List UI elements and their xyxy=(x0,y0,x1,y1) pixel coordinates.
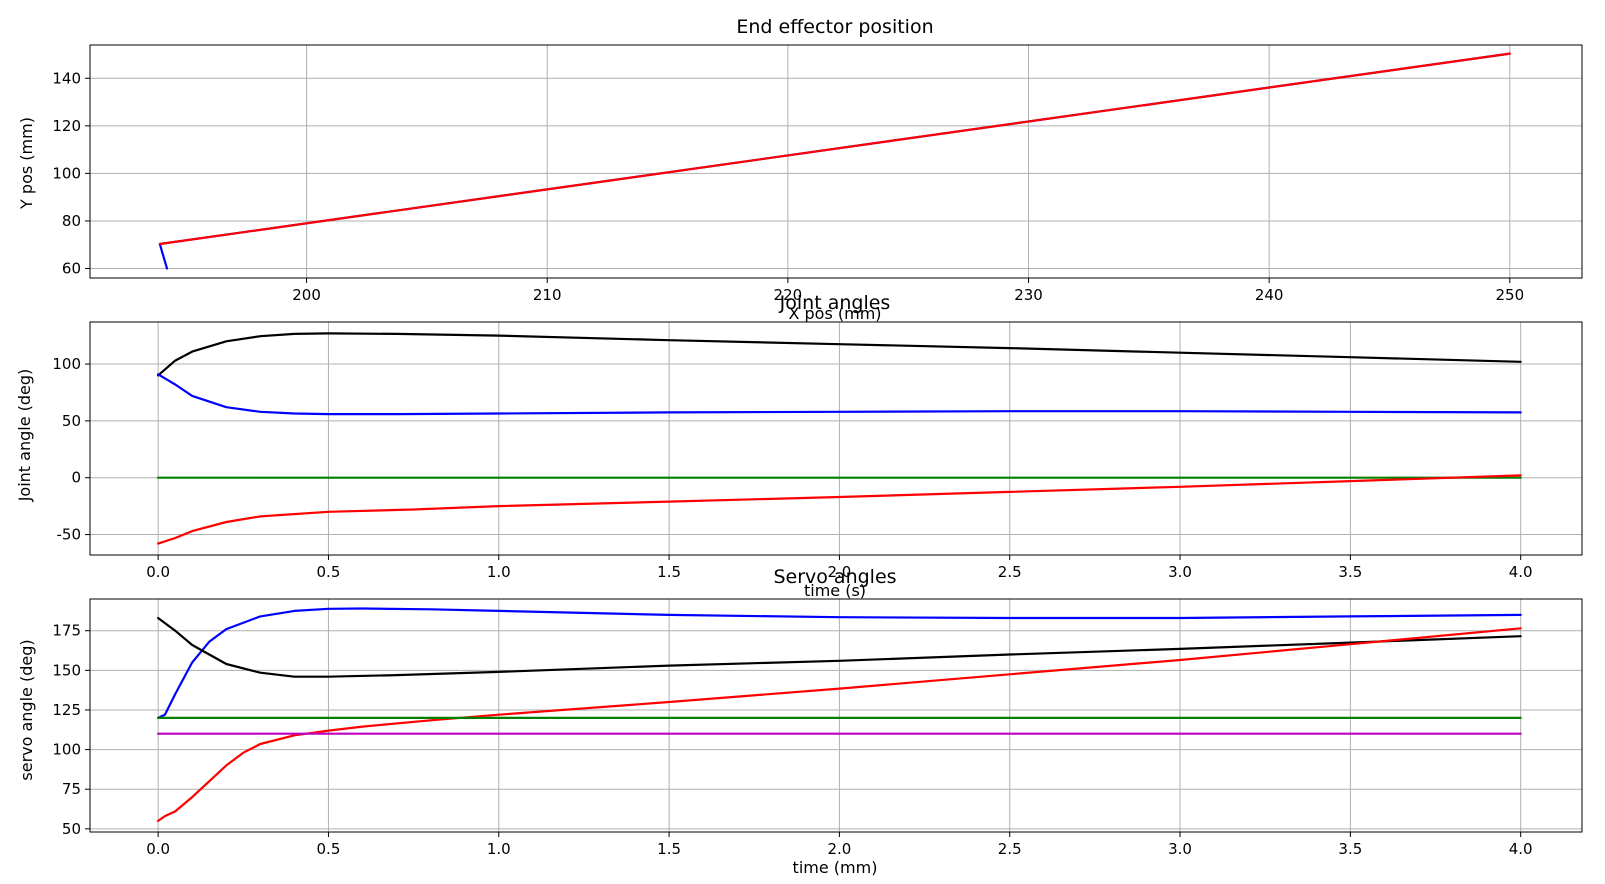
end-effector-position-plot: End effector position X pos (mm) Y pos (… xyxy=(17,16,1583,323)
y-tick-label: 120 xyxy=(52,117,81,135)
x-tick-label: 3.5 xyxy=(1338,563,1362,581)
x-tick-label: 4.0 xyxy=(1509,563,1533,581)
x-axis-label: time (mm) xyxy=(793,858,878,877)
axes-frame xyxy=(89,598,1583,833)
y-tick-label: 0 xyxy=(71,469,81,487)
series-line-3 xyxy=(157,627,1522,822)
y-tick-label: 75 xyxy=(62,780,81,798)
plot-title: End effector position xyxy=(736,16,933,38)
x-tick-label: 0.0 xyxy=(146,563,170,581)
x-tick-label: 2.0 xyxy=(827,840,851,858)
grid xyxy=(90,322,1582,555)
axes-frame xyxy=(89,44,1583,279)
x-tick-label: 250 xyxy=(1495,286,1524,304)
x-tick-label: 210 xyxy=(533,286,562,304)
x-axis-label: time (s) xyxy=(804,581,866,600)
series-line-2 xyxy=(157,616,1522,678)
x-tick-label: 230 xyxy=(1014,286,1043,304)
plot-title: Joint angles xyxy=(779,292,891,314)
y-tick-label: 175 xyxy=(52,622,81,640)
y-axis-label: Joint angle (deg) xyxy=(15,369,34,503)
y-tick-label: 50 xyxy=(62,412,81,430)
x-tick-label: 0.5 xyxy=(317,840,341,858)
x-tick-label: 240 xyxy=(1255,286,1284,304)
x-tick-label: 1.5 xyxy=(657,840,681,858)
x-tick-label: 220 xyxy=(774,286,803,304)
y-tick-label: -50 xyxy=(57,526,82,544)
series-line-1 xyxy=(157,607,1522,719)
series-line-1 xyxy=(158,52,1511,270)
grid xyxy=(90,599,1582,832)
x-tick-label: 3.0 xyxy=(1168,563,1192,581)
series-line-4 xyxy=(157,474,1522,545)
x-tick-label: 0.5 xyxy=(317,563,341,581)
servo-angles-plot: Servo angles time (mm) servo angle (deg)… xyxy=(17,566,1583,877)
grid xyxy=(90,45,1582,278)
x-tick-label: 2.5 xyxy=(998,840,1022,858)
axes-frame xyxy=(89,321,1583,556)
y-tick-label: 50 xyxy=(62,820,81,838)
x-tick-label: 1.0 xyxy=(487,840,511,858)
y-tick-label: 100 xyxy=(52,164,81,182)
x-tick-label: 200 xyxy=(292,286,321,304)
y-tick-label: 80 xyxy=(62,212,81,230)
y-tick-label: 140 xyxy=(52,69,81,87)
plot-title: Servo angles xyxy=(773,566,896,588)
y-tick-label: 125 xyxy=(52,701,81,719)
y-tick-label: 150 xyxy=(52,661,81,679)
x-tick-label: 4.0 xyxy=(1509,840,1533,858)
x-tick-label: 3.5 xyxy=(1338,840,1362,858)
y-axis-label: servo angle (deg) xyxy=(17,639,36,780)
x-tick-label: 1.5 xyxy=(657,563,681,581)
x-tick-label: 3.0 xyxy=(1168,840,1192,858)
x-tick-label: 0.0 xyxy=(146,840,170,858)
series-line-1 xyxy=(157,332,1522,377)
series-line-2 xyxy=(157,373,1522,416)
y-tick-label: 100 xyxy=(52,741,81,759)
x-axis-label: X pos (mm) xyxy=(788,304,881,323)
y-tick-label: 100 xyxy=(52,355,81,373)
x-tick-label: 2.0 xyxy=(827,563,851,581)
joint-angles-plot: Joint angles time (s) Joint angle (deg) … xyxy=(15,292,1583,600)
x-tick-label: 2.5 xyxy=(998,563,1022,581)
x-tick-label: 1.0 xyxy=(487,563,511,581)
y-axis-label: Y pos (mm) xyxy=(17,117,36,210)
series-line-2 xyxy=(158,52,1511,246)
y-tick-label: 60 xyxy=(62,259,81,277)
